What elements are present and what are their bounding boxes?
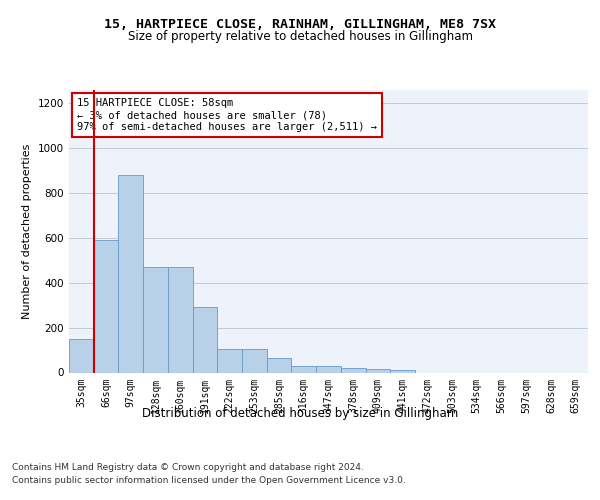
Bar: [217, 349, 242, 372]
Bar: [341, 368, 365, 372]
Bar: [94, 240, 118, 372]
Bar: [365, 369, 390, 372]
Text: Distribution of detached houses by size in Gillingham: Distribution of detached houses by size …: [142, 408, 458, 420]
Text: 15, HARTPIECE CLOSE, RAINHAM, GILLINGHAM, ME8 7SX: 15, HARTPIECE CLOSE, RAINHAM, GILLINGHAM…: [104, 18, 496, 30]
Bar: [316, 366, 341, 372]
Bar: [292, 366, 316, 372]
Bar: [193, 308, 217, 372]
Text: 15 HARTPIECE CLOSE: 58sqm
← 3% of detached houses are smaller (78)
97% of semi-d: 15 HARTPIECE CLOSE: 58sqm ← 3% of detach…: [77, 98, 377, 132]
Bar: [168, 267, 193, 372]
Bar: [242, 349, 267, 372]
Text: Contains public sector information licensed under the Open Government Licence v3: Contains public sector information licen…: [12, 476, 406, 485]
Bar: [143, 267, 168, 372]
Bar: [267, 358, 292, 372]
Text: Size of property relative to detached houses in Gillingham: Size of property relative to detached ho…: [128, 30, 473, 43]
Text: Contains HM Land Registry data © Crown copyright and database right 2024.: Contains HM Land Registry data © Crown c…: [12, 464, 364, 472]
Bar: [390, 370, 415, 372]
Y-axis label: Number of detached properties: Number of detached properties: [22, 144, 32, 319]
Bar: [69, 339, 94, 372]
Bar: [118, 175, 143, 372]
